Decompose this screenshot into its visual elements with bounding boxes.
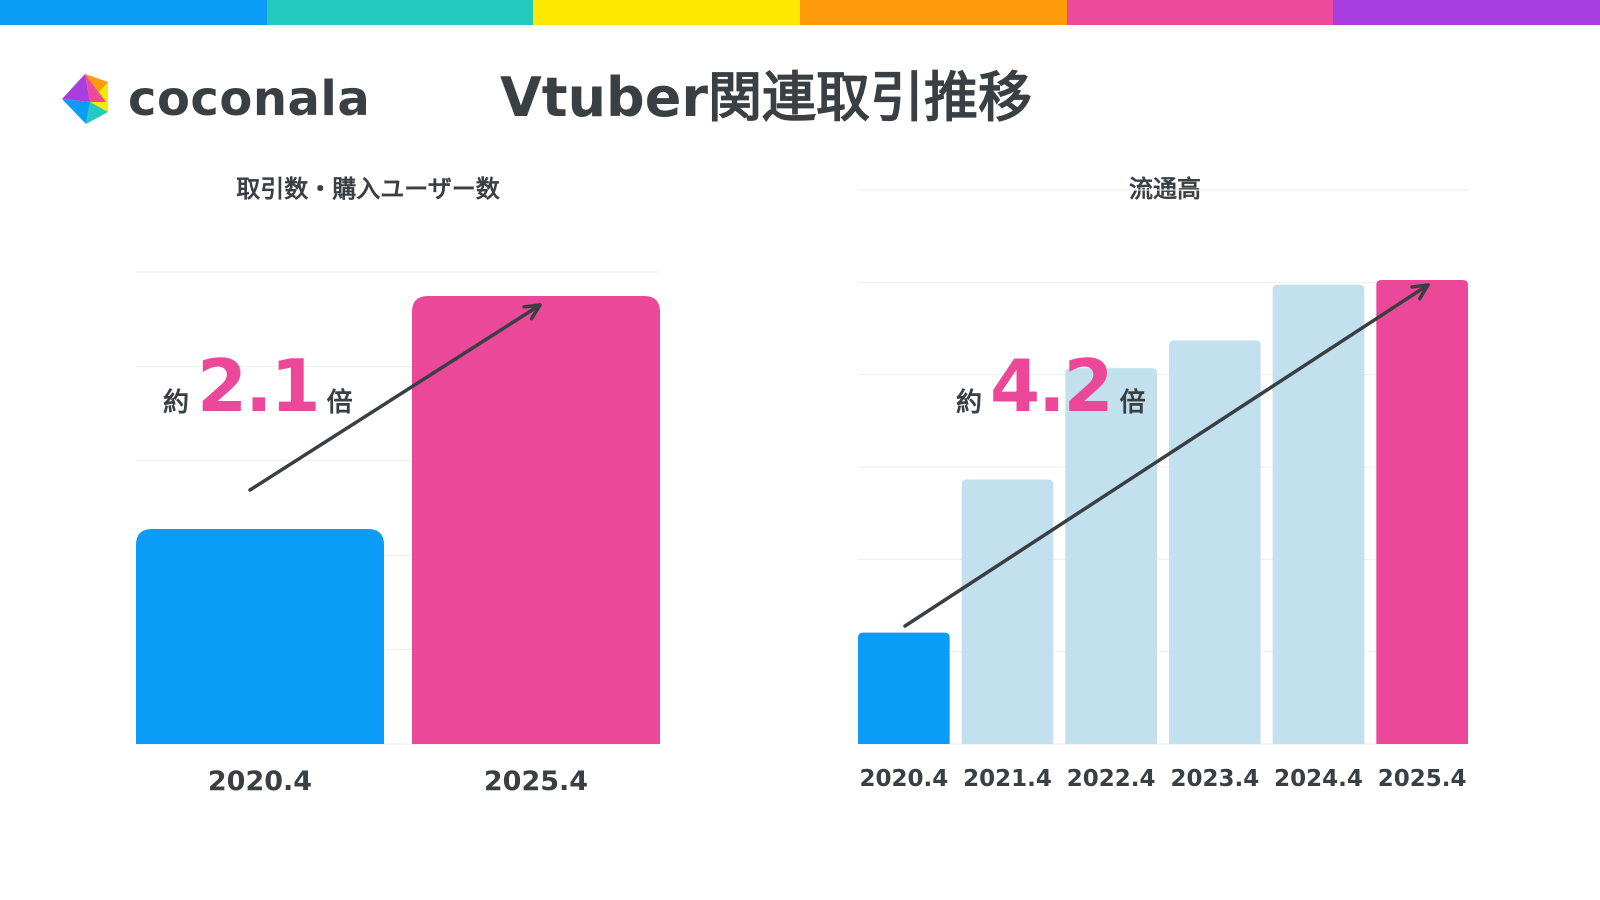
x-tick-label: 2025.4 (1378, 766, 1467, 792)
right-chart-title: 流通高 (1129, 175, 1201, 203)
bar-2021.4 (961, 479, 1054, 744)
left-multiplier-suffix: 倍 (326, 388, 353, 418)
x-tick-label: 2020.4 (208, 766, 312, 797)
growth-arrow-line (248, 303, 542, 492)
x-tick-label: 2020.4 (859, 766, 948, 792)
color-strip-segment (266, 0, 534, 25)
growth-arrow-head-icon (1410, 283, 1430, 301)
page-title: Vtuber関連取引推移 (500, 66, 1032, 129)
color-strip-segment (1333, 0, 1600, 25)
brand-name: coconala (128, 71, 371, 127)
bar-2020.4 (136, 528, 384, 744)
left-chart-title: 取引数・購入ユーザー数 (236, 175, 500, 203)
bar-2025.4 (412, 296, 660, 744)
color-strip (0, 0, 1600, 25)
bar-2023.4 (1169, 340, 1261, 744)
color-strip-segment (1066, 0, 1334, 25)
left-multiplier-prefix: 約 (163, 388, 190, 418)
bar-2020.4 (858, 632, 950, 744)
growth-arrow-head-icon (522, 303, 542, 321)
color-strip-segment (800, 0, 1067, 25)
color-strip-segment (0, 0, 267, 25)
right-multiplier-suffix: 倍 (1119, 388, 1146, 418)
x-tick-label: 2024.4 (1274, 766, 1363, 792)
left-multiplier-value: 2.1 (197, 344, 321, 428)
right-multiplier-prefix: 約 (956, 388, 983, 418)
bar-2022.4 (1065, 368, 1157, 744)
bar-2025.4 (1376, 280, 1468, 744)
left-multiplier: 約 2.1 倍 (163, 350, 353, 422)
color-strip-segment (533, 0, 801, 25)
right-multiplier-value: 4.2 (990, 344, 1114, 428)
coconala-logo-icon (62, 74, 108, 124)
x-tick-label: 2023.4 (1170, 766, 1259, 792)
right-multiplier: 約 4.2 倍 (956, 350, 1146, 422)
bar-2024.4 (1272, 284, 1365, 744)
x-tick-label: 2022.4 (1067, 766, 1156, 792)
x-tick-label: 2025.4 (484, 766, 588, 797)
logo: coconala (60, 72, 370, 126)
growth-arrow-line (903, 283, 1430, 628)
x-tick-label: 2021.4 (963, 766, 1052, 792)
